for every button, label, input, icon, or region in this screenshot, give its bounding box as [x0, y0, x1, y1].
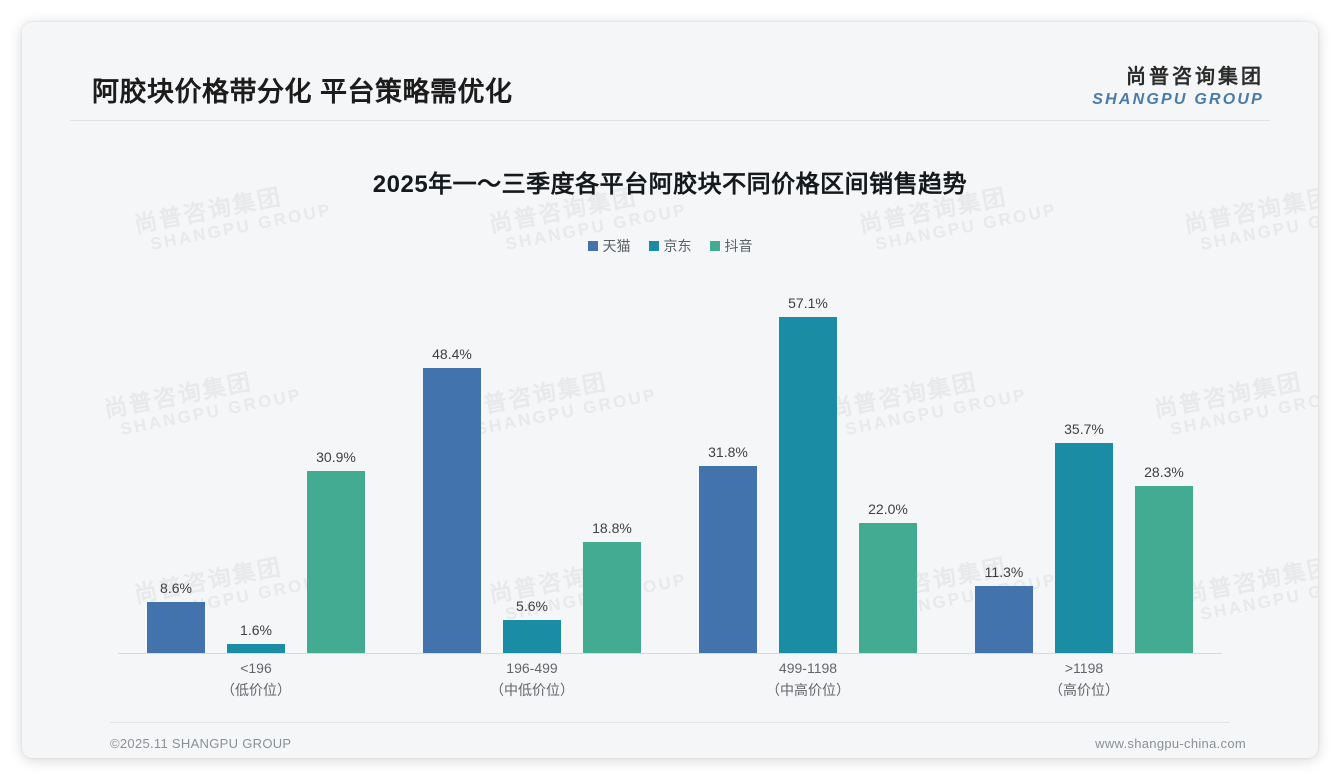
bar-value-label: 1.6% [240, 621, 272, 638]
bar-rect[interactable] [583, 542, 641, 653]
legend-swatch-icon [648, 241, 659, 251]
bar-value-label: 11.3% [984, 564, 1024, 581]
bar-value-label: 18.8% [592, 520, 632, 537]
bar-value-label: 28.3% [1144, 464, 1184, 481]
x-axis-tick-2: 499-1198 （中高价位） [678, 658, 938, 701]
x-axis-tick-3: >1198 （高价位） [954, 658, 1214, 701]
bar-京东-<196[interactable]: 1.6% [227, 262, 285, 653]
x-axis-tick-0: <196 （低价位） [126, 658, 386, 701]
bar-group-1: 48.4% 5.6% 18.8% [394, 262, 670, 653]
brand-logo-cn: 尚普咨询集团 [1126, 66, 1264, 88]
footer-copyright: ©2025.11 SHANGPU GROUP [110, 736, 292, 751]
bar-京东-499-1198[interactable]: 57.1% [779, 262, 837, 653]
bar-rect[interactable] [859, 523, 917, 653]
bar-天猫->1198[interactable]: 11.3% [975, 262, 1033, 653]
bar-rect[interactable] [423, 368, 481, 653]
bar-rect[interactable] [147, 602, 205, 653]
bar-group-2: 31.8% 57.1% 22.0% [670, 262, 946, 653]
bar-rect[interactable] [1135, 486, 1193, 653]
bar-rect[interactable] [779, 316, 837, 653]
x-axis-tick-range: 499-1198 [778, 660, 838, 676]
x-axis-tick-sublabel: （中低价位） [490, 681, 574, 698]
legend-label: 天猫 [602, 238, 631, 254]
bar-天猫-499-1198[interactable]: 31.8% [699, 262, 757, 653]
bar-天猫-196-499[interactable]: 48.4% [423, 262, 481, 653]
slide-card: 尚普咨询集团 SHANGPU GROUP 尚普咨询集团 SHANGPU GROUP 尚普… [22, 22, 1318, 758]
bar-rect[interactable] [307, 471, 365, 653]
x-axis-tick-range: 196-499 [506, 660, 558, 676]
bar-rect[interactable] [227, 643, 285, 653]
page-title: 阿胶块价格带分化 平台策略需优化 [92, 77, 513, 107]
footer-divider [110, 722, 1230, 723]
legend-label: 京东 [663, 238, 692, 254]
legend-swatch-icon [709, 241, 720, 251]
bar-京东-196-499[interactable]: 5.6% [503, 262, 561, 653]
x-axis-tick-sublabel: （低价位） [221, 681, 291, 698]
footer-website: www.shangpu-china.com [1095, 736, 1246, 751]
bar-rect[interactable] [1055, 442, 1113, 653]
bar-group-0: 8.6% 1.6% 30.9% [118, 262, 394, 653]
bar-rect[interactable] [699, 465, 757, 653]
bar-value-label: 8.6% [160, 580, 192, 597]
x-axis-tick-range: <196 [240, 660, 272, 676]
legend-swatch-icon [587, 241, 598, 251]
bar-value-label: 5.6% [516, 598, 548, 615]
header-divider [70, 120, 1270, 121]
chart-legend: 天猫 京东 抖音 [22, 236, 1318, 256]
bar-rect[interactable] [503, 620, 561, 653]
x-axis-tick-1: 196-499 （中低价位） [402, 658, 662, 701]
x-axis-tick-range: >1198 [1064, 660, 1104, 676]
bar-天猫-<196[interactable]: 8.6% [147, 262, 205, 653]
brand-logo-en: SHANGPU GROUP [1092, 91, 1264, 108]
bar-group-3: 11.3% 35.7% 28.3% [946, 262, 1222, 653]
bar-value-label: 57.1% [788, 294, 828, 311]
legend-item-1[interactable]: 京东 [648, 236, 692, 256]
bar-value-label: 22.0% [868, 501, 908, 518]
bar-value-label: 31.8% [708, 443, 748, 460]
x-axis-tick-sublabel: （中高价位） [766, 681, 850, 698]
x-axis-tick-sublabel: （高价位） [1049, 681, 1119, 698]
x-axis-line [118, 653, 1222, 654]
slide-header: 阿胶块价格带分化 平台策略需优化 尚普咨询集团 SHANGPU GROUP [22, 22, 1318, 120]
legend-item-0[interactable]: 天猫 [587, 236, 631, 256]
bar-京东->1198[interactable]: 35.7% [1055, 262, 1113, 653]
bar-抖音-<196[interactable]: 30.9% [307, 262, 365, 653]
bar-抖音-499-1198[interactable]: 22.0% [859, 262, 917, 653]
legend-label: 抖音 [724, 238, 753, 254]
bar-抖音-196-499[interactable]: 18.8% [583, 262, 641, 653]
bar-rect[interactable] [975, 586, 1033, 653]
chart-plot-area: 8.6% 1.6% 30.9% 48.4% 5.6% 18.8% 31.8% 57.1% 22.… [118, 262, 1222, 654]
legend-item-2[interactable]: 抖音 [709, 236, 753, 256]
bar-value-label: 48.4% [432, 346, 472, 363]
brand-logo: 尚普咨询集团 SHANGPU GROUP [1092, 60, 1264, 109]
bar-value-label: 35.7% [1064, 420, 1104, 437]
bar-value-label: 30.9% [316, 449, 356, 466]
chart-title: 2025年一～三季度各平台阿胶块不同价格区间销售趋势 [372, 171, 968, 198]
x-axis-labels: <196 （低价位） 196-499 （中低价位） 499-1198 （中高价位） >119… [118, 658, 1222, 718]
bar-抖音->1198[interactable]: 28.3% [1135, 262, 1193, 653]
